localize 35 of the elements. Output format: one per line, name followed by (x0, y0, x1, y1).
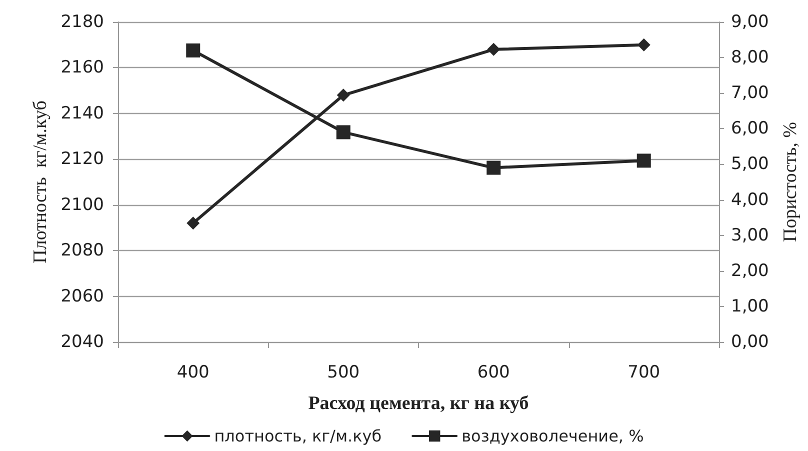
x-axis-title: Расход цемента, кг на куб (308, 393, 529, 414)
y-tick-label: 2120 (60, 149, 104, 170)
x-tick-label: 400 (176, 362, 210, 382)
legend-label: плотность, кг/м.куб (214, 426, 382, 446)
y2-tick-label: 9,00 (731, 12, 769, 32)
y2-tick-label: 8,00 (731, 48, 769, 68)
point (486, 160, 501, 175)
y-tick-label: 2180 (60, 12, 104, 32)
point (636, 154, 651, 168)
legend-label: воздуховолечение, % (462, 426, 644, 446)
y2-tick-label: 3,00 (731, 225, 769, 246)
point (637, 38, 650, 52)
y2-tick-label: 6,00 (731, 118, 769, 139)
y2-axis-title: Пористость, % (780, 122, 801, 242)
y2-tick-label: 2,00 (731, 260, 769, 281)
point (186, 43, 200, 58)
y2-tick-label: 0,00 (731, 332, 769, 352)
y2-tick-label: 7,00 (731, 83, 769, 104)
y2-tick-label: 4,00 (731, 190, 769, 210)
y-tick-label: 2100 (60, 194, 104, 215)
x-tick-label: 500 (327, 362, 360, 382)
y-tick-label: 2140 (60, 103, 104, 124)
point (487, 42, 500, 56)
y2-tick-label: 1,00 (731, 296, 769, 316)
x-tick-label: 600 (477, 362, 510, 382)
x-tick-label: 700 (628, 362, 660, 382)
point (336, 125, 350, 140)
y-tick-label: 2160 (60, 58, 104, 78)
y-tick-label: 2040 (60, 332, 104, 352)
point (186, 216, 200, 230)
y-tick-label: 2060 (60, 286, 104, 306)
y-axis-title: Плотность кг/м.куб (30, 100, 51, 264)
point (336, 88, 350, 102)
y2-tick-label: 5,00 (731, 154, 769, 174)
y-tick-label: 2080 (60, 240, 104, 261)
